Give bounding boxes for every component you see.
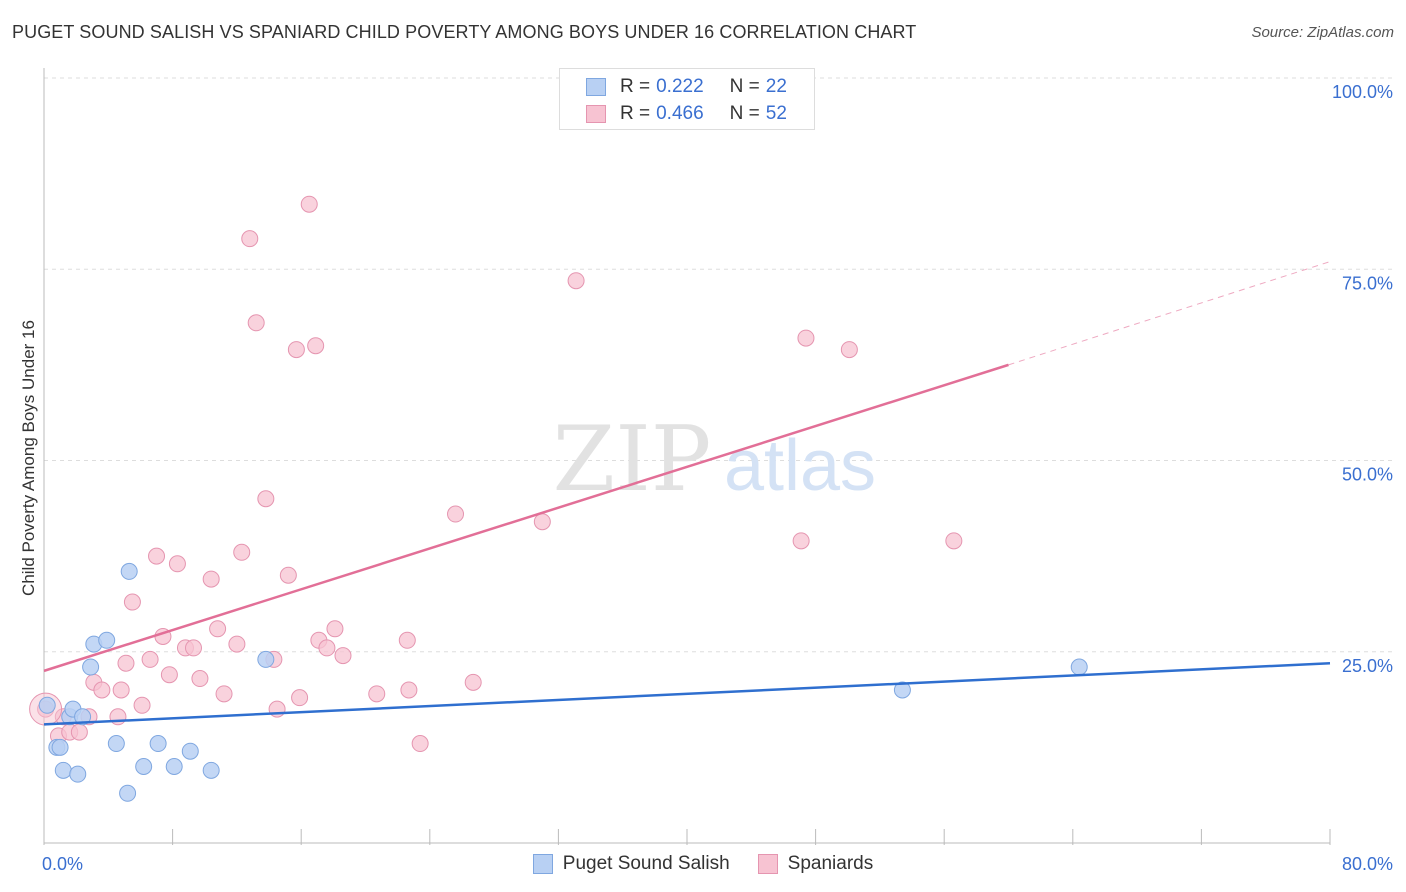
data-point-spaniards [247,314,265,332]
grid [44,77,1392,653]
data-point-spaniards [279,566,297,584]
data-point-spaniards [160,666,178,684]
data-point-spaniards [411,735,429,753]
watermark-atlas: atlas [724,426,876,506]
y-tick-label: 75.0% [1342,273,1393,293]
data-point-spaniards [133,696,151,714]
trend-line-puget-sound-salish [43,661,1331,726]
watermark-zip: ZIP [553,407,712,512]
data-point-spaniards [447,505,465,523]
data-point-spaniards [567,272,585,290]
data-point-spaniards [112,681,130,699]
n-value: 52 [765,103,787,124]
correlation-legend: R = 0.222 N = 22 R = 0.466 N = 52 [559,68,815,130]
legend-label: Puget Sound Salish [562,853,730,874]
puget-sound-salish-points [38,562,1088,802]
data-point-puget-sound-salish [1070,658,1088,676]
data-point-spaniards [191,670,209,688]
data-point-spaniards [291,689,309,707]
data-point-puget-sound-salish [54,761,72,779]
legend-row-spaniards: R = 0.466 N = 52 [586,102,787,126]
data-point-spaniards [93,681,111,699]
data-point-puget-sound-salish [51,738,69,756]
data-point-puget-sound-salish [69,765,87,783]
spaniards-points [29,195,963,753]
data-point-spaniards [307,337,325,355]
data-point-puget-sound-salish [149,735,167,753]
data-point-spaniards [334,647,352,665]
x-tick-label-min: 0.0% [42,854,83,874]
data-point-spaniards [148,547,166,565]
data-point-puget-sound-salish [98,631,116,649]
y-tick-label: 25.0% [1342,656,1393,676]
data-point-puget-sound-salish [165,758,183,775]
data-point-spaniards [215,685,233,703]
chart-title: PUGET SOUND SALISH VS SPANIARD CHILD POV… [12,22,917,42]
r-value: 0.222 [656,76,704,97]
data-point-puget-sound-salish [38,696,56,714]
data-point-spaniards [117,654,135,672]
data-point-puget-sound-salish [119,784,137,802]
data-point-puget-sound-salish [82,658,100,676]
data-point-spaniards [287,341,305,359]
data-point-spaniards [318,639,336,657]
data-point-spaniards [141,650,159,668]
watermark: ZIP atlas [553,407,876,512]
data-point-spaniards [326,620,344,638]
data-point-spaniards [533,513,551,531]
data-point-puget-sound-salish [120,562,138,580]
data-point-spaniards [233,543,251,561]
r-value: 0.466 [656,103,704,124]
data-point-spaniards [797,329,815,347]
tick-labels: 25.0% 50.0% 75.0% 100.0% 0.0% 80.0% [42,82,1393,874]
trend-lines [43,261,1331,726]
data-point-puget-sound-salish [202,761,220,779]
x-tick-label-max: 80.0% [1342,854,1393,874]
legend-label: Spaniards [787,853,874,874]
y-tick-label: 50.0% [1342,465,1393,485]
series-legend: Puget Sound Salish Spaniards [0,851,1406,877]
data-point-puget-sound-salish [181,742,199,760]
data-point-puget-sound-salish [257,650,275,668]
data-point-spaniards [464,673,482,691]
data-point-spaniards [257,490,275,508]
data-point-spaniards [202,570,220,588]
data-point-spaniards [300,195,318,213]
legend-row-puget-sound-salish: R = 0.222 N = 22 [586,75,787,99]
legend-item-puget-sound-salish[interactable]: Puget Sound Salish [532,853,730,875]
data-point-spaniards [840,341,858,359]
n-value: 22 [765,76,787,97]
data-point-spaniards [209,620,227,638]
data-point-puget-sound-salish [74,708,92,726]
legend-swatch-blue [586,78,606,96]
legend-item-spaniards[interactable]: Spaniards [757,853,874,875]
data-point-spaniards [792,532,810,550]
data-point-spaniards [184,639,202,657]
r-label: R = [620,103,651,124]
data-point-spaniards [398,631,416,649]
data-point-puget-sound-salish [135,758,153,775]
data-point-spaniards [368,685,386,703]
y-tick-label: 100.0% [1332,82,1393,102]
trend-line-spaniards [43,363,1009,673]
data-point-spaniards [123,593,141,611]
source-label: Source: ZipAtlas.com [1251,24,1394,41]
data-point-puget-sound-salish [107,735,125,753]
legend-swatch-blue [532,854,553,874]
legend-swatch-pink [586,105,606,123]
data-point-spaniards [168,555,186,573]
data-point-spaniards [241,230,259,248]
data-point-spaniards [228,635,246,653]
data-point-spaniards [70,723,88,741]
n-label: N = [729,76,760,97]
trend-line-spaniards-extension [1008,261,1331,366]
n-label: N = [729,103,760,124]
data-point-puget-sound-salish [893,681,911,699]
r-label: R = [620,76,651,97]
data-point-spaniards [945,532,963,550]
legend-swatch-pink [757,854,778,874]
data-point-spaniards [400,681,418,699]
